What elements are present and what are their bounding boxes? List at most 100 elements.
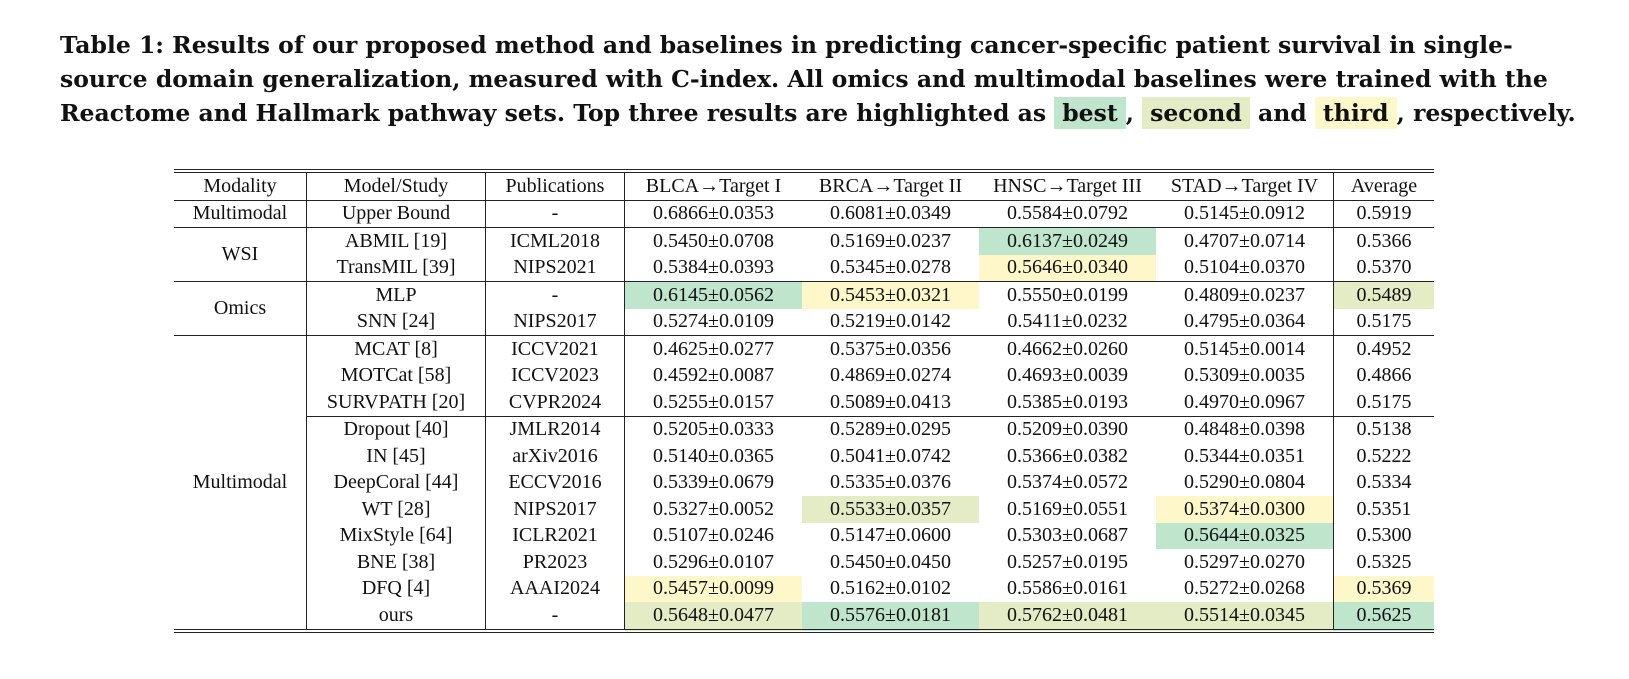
value-cell: 0.4869±0.0274 xyxy=(830,364,951,387)
publication-cell: arXiv2016 xyxy=(485,443,625,470)
caption-text-post: , respectively. xyxy=(1396,99,1576,127)
publication-cell: NIPS2017 xyxy=(485,308,625,336)
value-cell: 0.6081±0.0349 xyxy=(802,200,979,228)
publication-cell: JMLR2014 xyxy=(485,416,625,443)
value-cell: 0.5644±0.0325 xyxy=(1156,522,1334,549)
publication-cell: - xyxy=(485,200,625,228)
average-cell: 0.5625 xyxy=(1333,602,1434,631)
value-cell: 0.4809±0.0237 xyxy=(1156,281,1334,309)
value-cell: 0.4625±0.0277 xyxy=(653,337,774,360)
legend-third-swatch: third xyxy=(1314,97,1397,129)
table-row: IN [45] arXiv2016 0.5140±0.0365 0.5041±0… xyxy=(174,443,1434,470)
average-cell: 0.5175 xyxy=(1333,308,1434,336)
value-cell: 0.5169±0.0237 xyxy=(830,229,951,252)
value-cell: 0.5290±0.0804 xyxy=(1156,469,1334,496)
table-row: MOTCat [58] ICCV2023 0.4592±0.0087 0.486… xyxy=(174,362,1434,389)
value-cell: 0.5366±0.0382 xyxy=(1007,444,1128,467)
table-caption: Table 1: Results of our proposed method … xyxy=(60,28,1590,130)
value-cell: 0.5339±0.0679 xyxy=(653,471,774,494)
value-cell: 0.4795±0.0364 xyxy=(1156,308,1334,336)
model-cell: MOTCat [58] xyxy=(306,362,486,389)
model-cell: ours xyxy=(306,602,486,631)
average-cell: 0.5369 xyxy=(1333,575,1434,602)
model-cell: MLP xyxy=(306,281,486,309)
table-row: Multimodal Upper Bound - 0.6866±0.0353 0… xyxy=(174,200,1434,228)
value-cell: 0.5514±0.0345 xyxy=(1156,602,1334,631)
publication-cell: PR2023 xyxy=(485,549,625,576)
model-cell: Dropout [40] xyxy=(306,416,486,443)
value-cell: 0.5145±0.0014 xyxy=(1156,335,1334,363)
legend-second-swatch: second xyxy=(1142,97,1250,129)
modality-cell: Omics xyxy=(174,281,307,336)
average-cell: 0.5334 xyxy=(1356,471,1412,494)
value-cell: 0.5297±0.0270 xyxy=(1156,549,1334,576)
value-cell: 0.5274±0.0109 xyxy=(624,308,802,336)
modality-cell: Multimodal xyxy=(174,200,307,228)
value-cell: 0.6866±0.0353 xyxy=(624,200,802,228)
publication-cell: ICCV2023 xyxy=(485,362,625,389)
publication-cell: ECCV2016 xyxy=(485,469,625,496)
table-row: Omics MLP - 0.6145±0.0562 0.5453±0.0321 … xyxy=(174,281,1434,336)
value-cell: 0.5375±0.0356 xyxy=(830,337,951,360)
value-cell: 0.5219±0.0142 xyxy=(802,308,979,336)
table-row: WSI ABMIL [19] ICML2018 0.5450±0.0708 0.… xyxy=(174,227,1434,282)
header-model: Model/Study xyxy=(306,171,486,201)
value-cell: 0.5296±0.0107 xyxy=(653,550,774,573)
average-cell: 0.5138 xyxy=(1356,418,1412,441)
value-cell: 0.5457±0.0099 xyxy=(624,575,802,602)
value-cell: 0.4693±0.0039 xyxy=(1007,364,1128,387)
header-modality: Modality xyxy=(174,171,307,201)
model-cell: DFQ [4] xyxy=(306,575,486,602)
value-cell: 0.5533±0.0357 xyxy=(802,496,979,523)
value-cell: 0.5344±0.0351 xyxy=(1156,443,1334,470)
value-cell: 0.5374±0.0572 xyxy=(1007,471,1128,494)
model-cell: MixStyle [64] xyxy=(306,522,486,549)
header-row: Modality Model/Study Publications BLCA→T… xyxy=(174,171,1434,201)
table-row: BNE [38] PR2023 0.5296±0.0107 0.5450±0.0… xyxy=(174,549,1434,576)
publication-cell: ICLR2021 xyxy=(485,522,625,549)
value-cell: 0.5384±0.0393 xyxy=(624,254,802,282)
publication-cell: NIPS2021 xyxy=(485,254,625,282)
publication-cell: CVPR2024 xyxy=(485,389,625,417)
header-hnsc: HNSC→Target III xyxy=(979,171,1156,201)
publication-cell: - xyxy=(485,281,625,309)
legend-best-swatch: best xyxy=(1054,97,1126,129)
value-cell: 0.5762±0.0481 xyxy=(979,602,1156,631)
value-cell: 0.5289±0.0295 xyxy=(830,418,951,441)
publication-cell: - xyxy=(485,602,625,631)
modality-cell: Multimodal xyxy=(174,335,307,631)
value-cell: 0.5453±0.0321 xyxy=(802,281,979,309)
value-cell: 0.5169±0.0551 xyxy=(1007,497,1128,520)
results-table: Modality Model/Study Publications BLCA→T… xyxy=(174,169,1434,633)
table-row: SURVPATH [20] CVPR2024 0.5255±0.0157 0.5… xyxy=(174,389,1434,417)
value-cell: 0.5345±0.0278 xyxy=(802,254,979,282)
header-publications: Publications xyxy=(485,171,625,201)
value-cell: 0.5104±0.0370 xyxy=(1156,254,1334,282)
value-cell: 0.5411±0.0232 xyxy=(979,308,1156,336)
table-row: MixStyle [64] ICLR2021 0.5107±0.0246 0.5… xyxy=(174,522,1434,549)
average-cell: 0.5489 xyxy=(1333,281,1434,309)
table-row: DeepCoral [44] ECCV2016 0.5339±0.0679 0.… xyxy=(174,469,1434,496)
header-average: Average xyxy=(1333,171,1434,201)
publication-cell: ICCV2021 xyxy=(485,335,625,363)
table-row: SNN [24] NIPS2017 0.5274±0.0109 0.5219±0… xyxy=(174,308,1434,336)
average-cell: 0.5370 xyxy=(1333,254,1434,282)
model-cell: DeepCoral [44] xyxy=(306,469,486,496)
model-cell: WT [28] xyxy=(306,496,486,523)
average-cell: 0.4866 xyxy=(1356,364,1412,387)
publication-cell: AAAI2024 xyxy=(485,575,625,602)
table-row: Multimodal MCAT [8] ICCV2021 0.4625±0.02… xyxy=(174,335,1434,631)
header-blca: BLCA→Target I xyxy=(624,171,802,201)
value-cell: 0.4707±0.0714 xyxy=(1156,227,1334,255)
value-cell: 0.5450±0.0708 xyxy=(653,229,774,252)
caption-comma: , xyxy=(1125,99,1134,127)
value-cell: 0.5646±0.0340 xyxy=(979,254,1156,282)
value-cell: 0.5257±0.0195 xyxy=(1007,550,1128,573)
value-cell: 0.5584±0.0792 xyxy=(979,200,1156,228)
table-row: Dropout [40] JMLR2014 0.5205±0.0333 0.52… xyxy=(174,416,1434,443)
average-cell: 0.5300 xyxy=(1356,524,1412,547)
value-cell: 0.5255±0.0157 xyxy=(624,389,802,417)
caption-and: and xyxy=(1257,99,1307,127)
table-row: DFQ [4] AAAI2024 0.5457±0.0099 0.5162±0.… xyxy=(174,575,1434,602)
value-cell: 0.5586±0.0161 xyxy=(1007,577,1128,600)
